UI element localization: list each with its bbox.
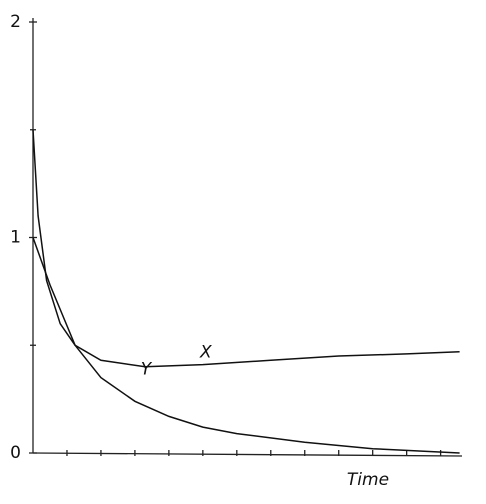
y-tick-label: 0 <box>10 443 21 463</box>
y-tick-label: 2 <box>10 12 21 32</box>
series-label: X <box>199 343 212 363</box>
line-series <box>32 237 460 454</box>
x-axis <box>32 452 463 457</box>
series-label: Y <box>141 360 153 380</box>
x-axis-label: Time <box>347 470 389 490</box>
y-tick-label: 1 <box>10 228 21 248</box>
line-series <box>32 129 460 368</box>
